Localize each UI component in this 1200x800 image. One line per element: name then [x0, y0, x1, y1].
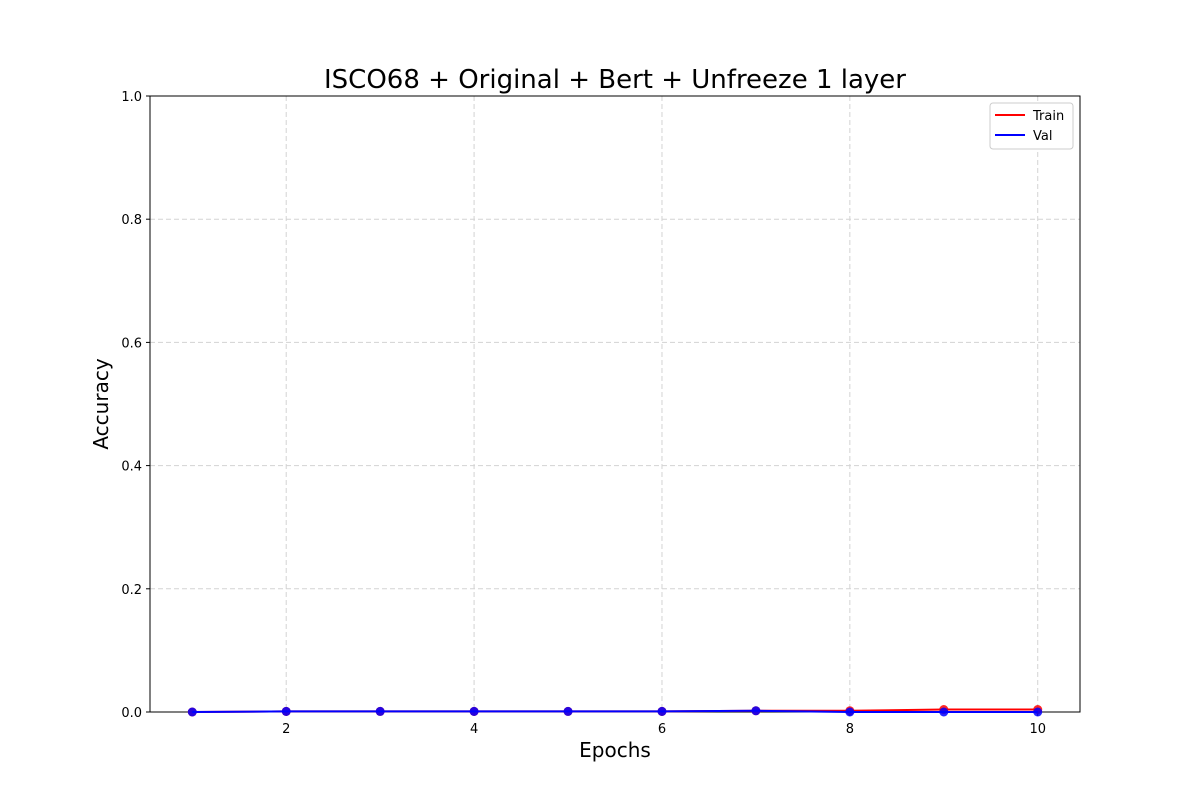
- plot-frame: [149, 95, 1081, 713]
- data-point-val: [375, 706, 385, 716]
- data-point-val: [563, 706, 573, 716]
- data-point-val: [751, 706, 761, 716]
- legend: Train Val: [989, 102, 1074, 150]
- tick-layer: 2 4 6 8 10 0.0 0.2 0.4 0.6 0.8 1.0: [121, 90, 1046, 737]
- grid-layer: [150, 95, 1080, 713]
- y-tick-label: 0.6: [121, 336, 142, 351]
- data-point-val: [281, 706, 291, 716]
- legend-label-val: Val: [1033, 129, 1052, 144]
- series-layer: [187, 705, 1043, 717]
- chart-title: ISCO68 + Original + Bert + Unfreeze 1 la…: [324, 65, 906, 95]
- y-tick-label: 0.0: [121, 706, 142, 721]
- x-axis-label: Epochs: [579, 738, 651, 762]
- x-tick-label: 2: [282, 722, 290, 737]
- data-point-val: [845, 707, 855, 717]
- x-tick-label: 6: [658, 722, 666, 737]
- y-tick-label: 0.4: [121, 460, 142, 475]
- y-tick-label: 1.0: [121, 90, 142, 105]
- data-point-val: [1033, 707, 1043, 717]
- x-tick-label: 4: [470, 722, 478, 737]
- x-tick-label: 10: [1029, 722, 1046, 737]
- legend-label-train: Train: [1032, 109, 1064, 124]
- data-point-val: [657, 706, 667, 716]
- data-point-val: [469, 706, 479, 716]
- data-point-val: [187, 707, 197, 717]
- y-tick-label: 0.8: [121, 213, 142, 228]
- y-tick-label: 0.2: [121, 583, 142, 598]
- x-tick-label: 8: [846, 722, 854, 737]
- y-axis-label: Accuracy: [89, 358, 113, 449]
- data-point-val: [939, 707, 949, 717]
- series-line-val: [192, 709, 1038, 713]
